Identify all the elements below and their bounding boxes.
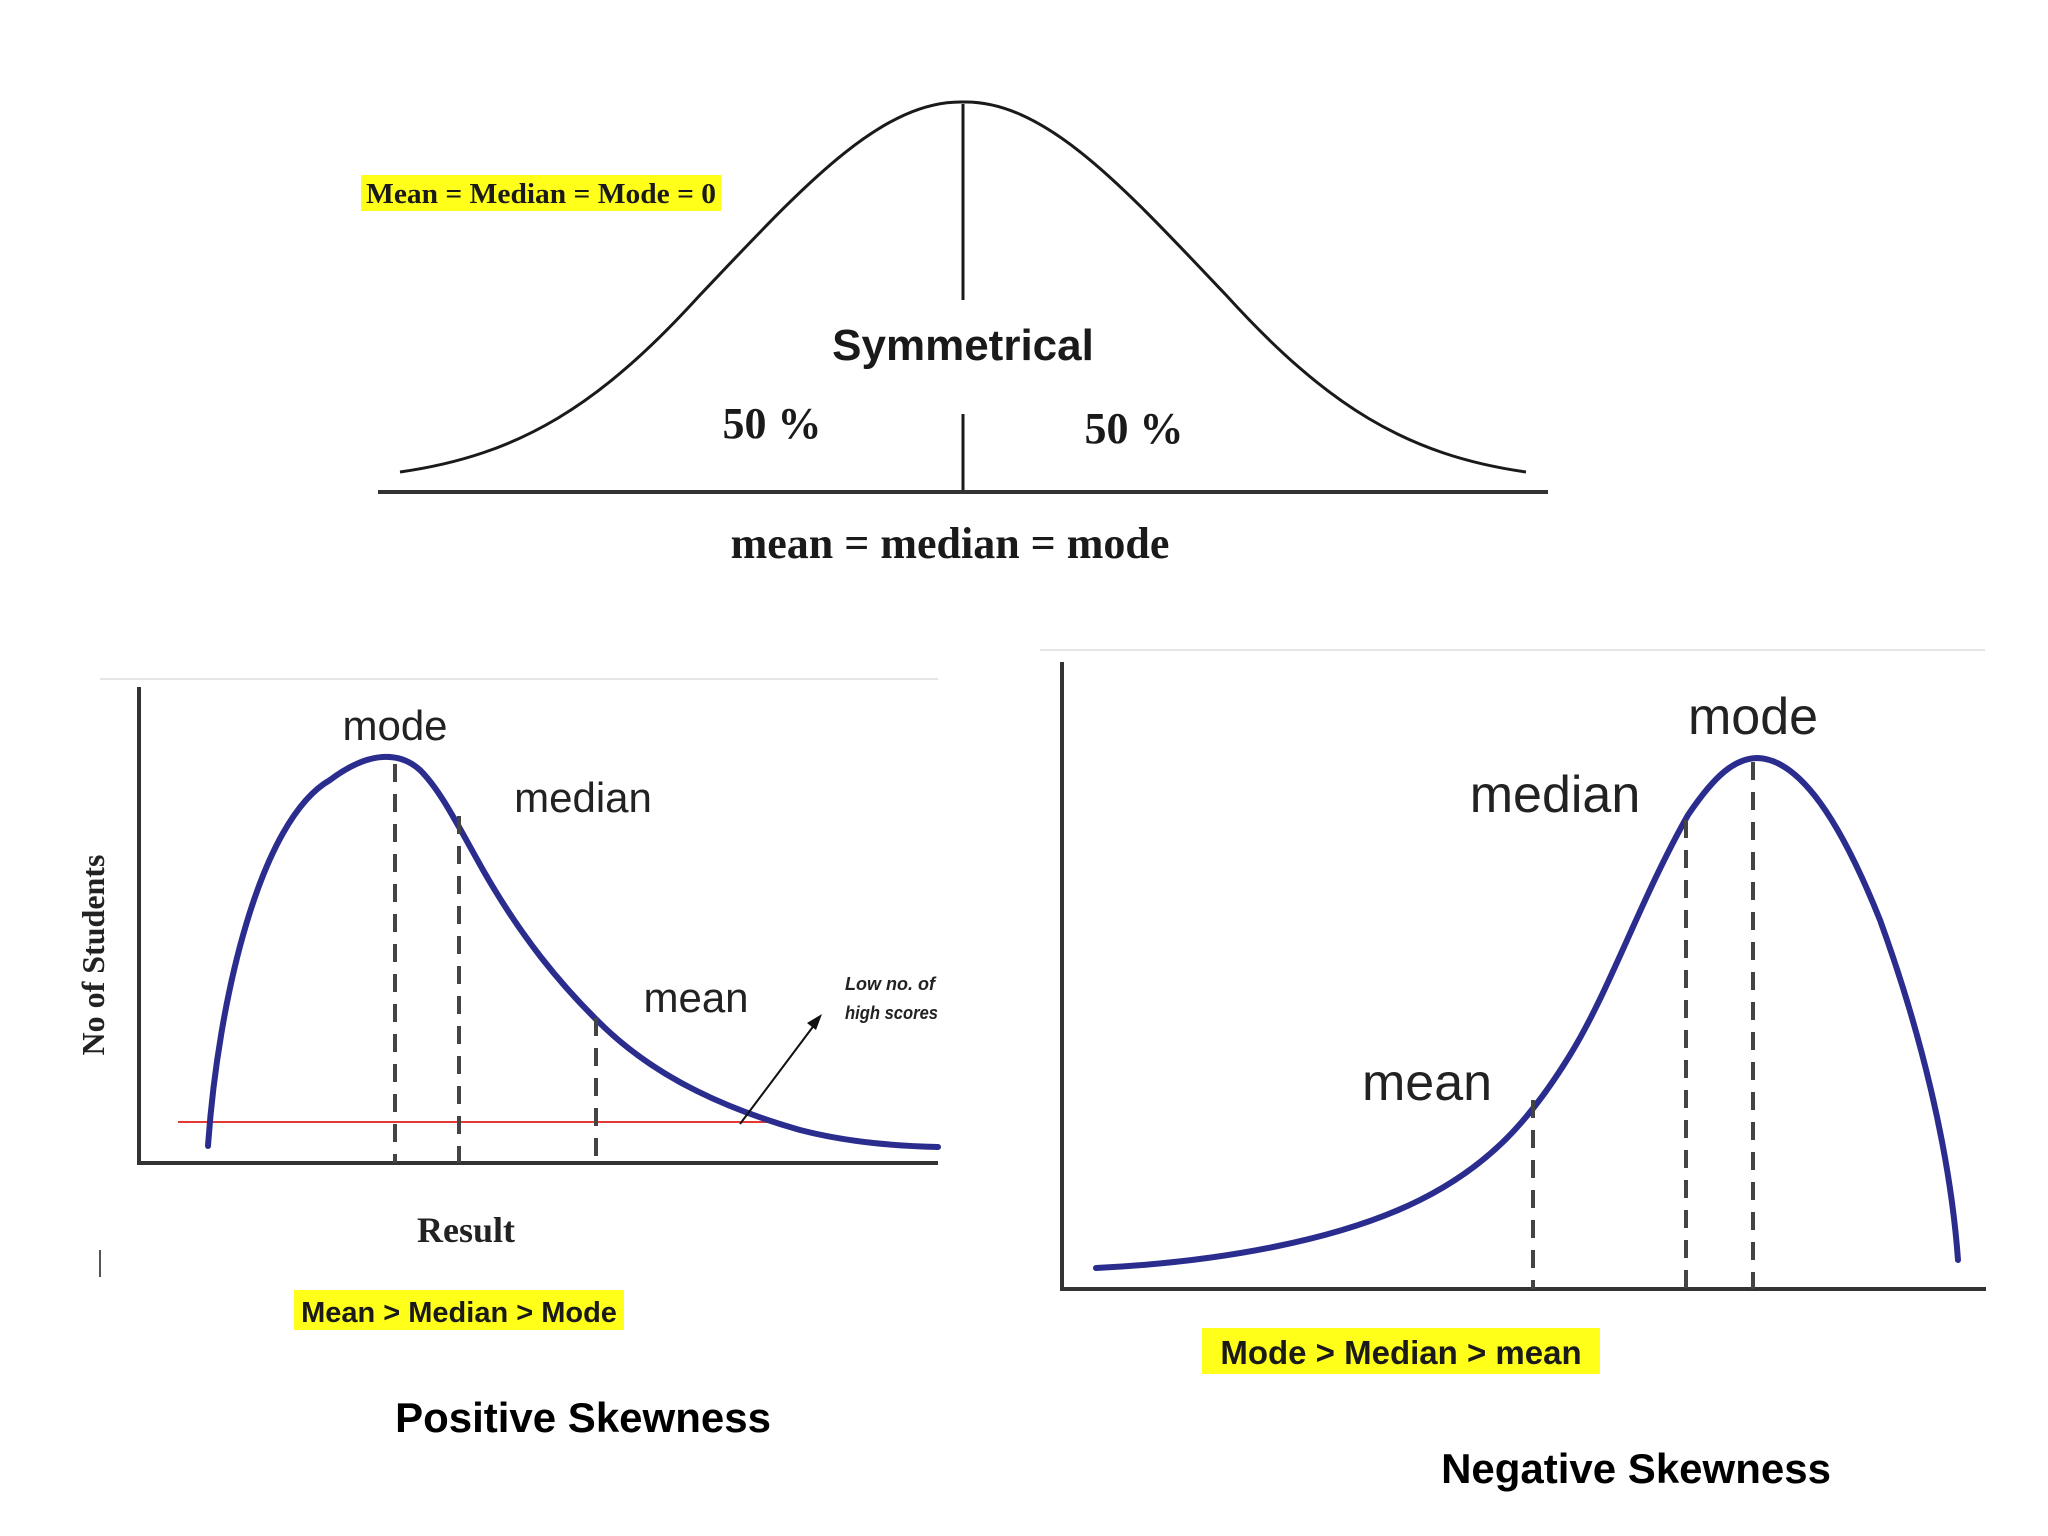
negative-mode-label: mode (1688, 688, 1818, 746)
positive-highlight-box (294, 1290, 624, 1330)
positive-annotation-line2: high scores (845, 1003, 938, 1023)
symmetrical-right-percent: 50 % (1085, 404, 1184, 453)
positive-x-axis-label: Result (417, 1210, 515, 1250)
positive-annotation-arrow-line (739, 1023, 816, 1125)
positive-y-axis-label: No of Students (75, 855, 111, 1056)
negative-median-label: median (1470, 766, 1641, 824)
negative-skew-panel: mode median mean Mode > Median > mean Ne… (1040, 649, 1986, 1492)
positive-mode-label: mode (342, 702, 447, 749)
positive-annotation-line1: Low no. of (845, 974, 937, 994)
negative-highlight-box (1202, 1328, 1600, 1374)
symmetrical-bell-curve (399, 100, 1527, 474)
negative-caption: Negative Skewness (1441, 1445, 1831, 1492)
symmetrical-left-percent: 50 % (723, 399, 822, 448)
positive-skew-curve (205, 753, 941, 1150)
positive-annotation-arrowhead (807, 1014, 822, 1030)
positive-caption: Positive Skewness (395, 1394, 771, 1441)
symmetrical-panel: Mean = Median = Mode = 0 Symmetrical 50 … (361, 100, 1548, 568)
negative-skew-curve (1093, 754, 1961, 1271)
symmetrical-title: Symmetrical (832, 321, 1094, 370)
symmetrical-equality-label: mean = median = mode (731, 519, 1170, 568)
positive-mean-label: mean (643, 974, 748, 1021)
positive-skew-panel: mode median mean Low no. of high scores … (75, 678, 941, 1441)
negative-mean-label: mean (1362, 1054, 1492, 1112)
positive-median-label: median (514, 774, 652, 821)
positive-highlight-label: Mean > Median > Mode (301, 1297, 617, 1329)
symmetrical-highlight-box (361, 175, 721, 211)
negative-highlight-label: Mode > Median > mean (1220, 1334, 1581, 1371)
symmetrical-highlight-label: Mean = Median = Mode = 0 (366, 179, 716, 210)
